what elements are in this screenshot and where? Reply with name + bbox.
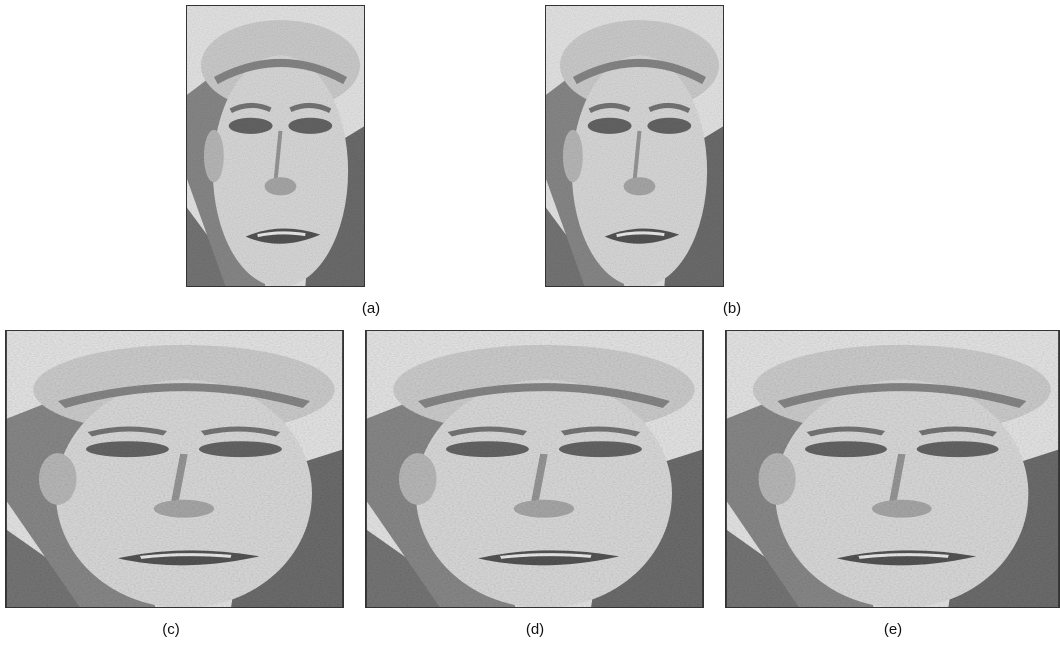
- caption: (c): [162, 621, 180, 638]
- face-image: [5, 330, 344, 608]
- caption: (d): [526, 621, 544, 638]
- face-image: [186, 5, 365, 287]
- figure: (a) (b) (c) (d) (e): [0, 0, 1060, 646]
- face-image: [725, 330, 1060, 608]
- caption: (b): [723, 300, 741, 317]
- caption: (a): [362, 300, 380, 317]
- page: (a) (b) (c) (d) (e) (() => { const data …: [0, 0, 1060, 646]
- face-image: [365, 330, 704, 608]
- caption: (e): [884, 621, 902, 638]
- face-image: [545, 5, 724, 287]
